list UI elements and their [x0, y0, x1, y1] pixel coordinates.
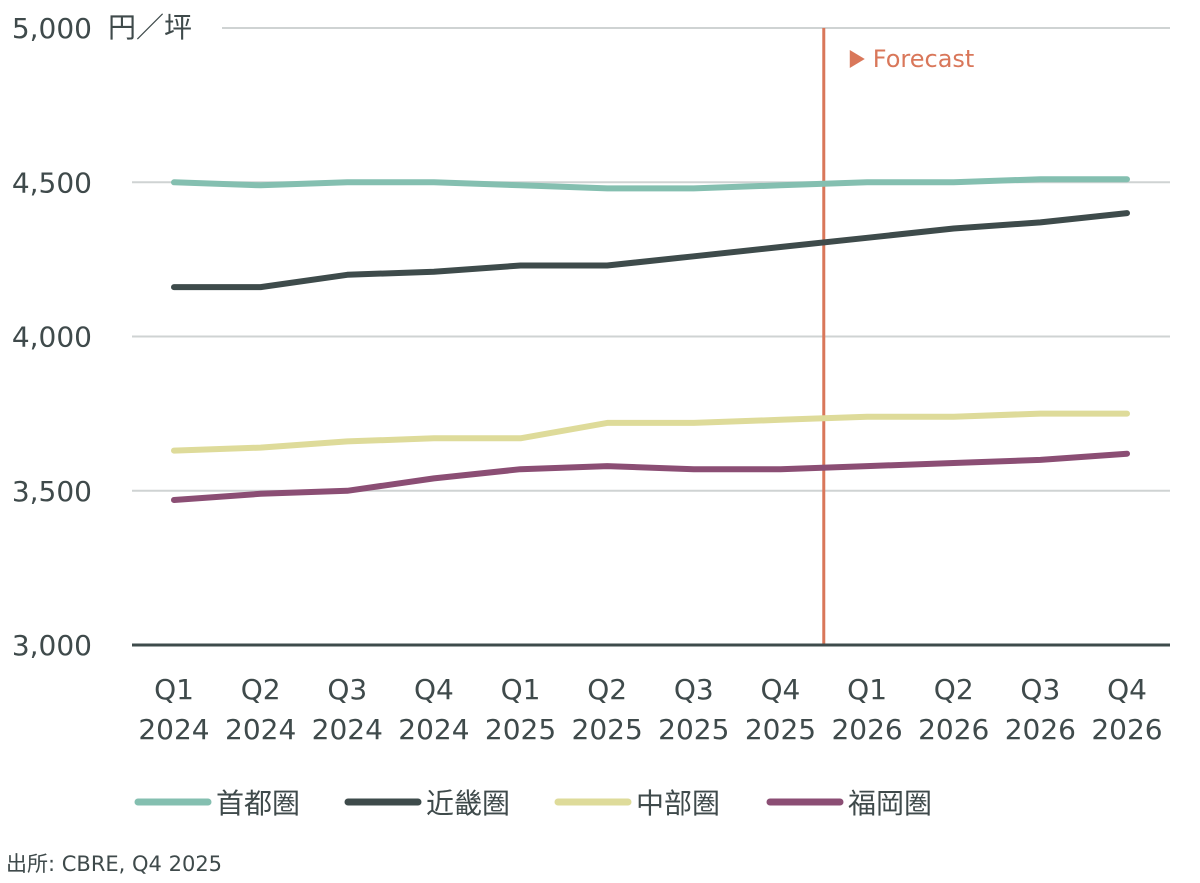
- legend-label: 近畿圏: [426, 787, 510, 820]
- x-tick-year: 2025: [485, 713, 556, 746]
- y-axis-ticks: 3,000 3,500 4,000 4,500 5,000: [12, 12, 92, 662]
- x-tick-year: 2026: [1005, 713, 1076, 746]
- x-tick-quarter: Q3: [674, 673, 714, 706]
- x-tick-year: 2024: [225, 713, 296, 746]
- x-tick-quarter: Q4: [1107, 673, 1147, 706]
- series-line-近畿圏: [171, 210, 1130, 291]
- legend-label: 首都圏: [216, 787, 300, 820]
- y-tick-label: 4,000: [12, 321, 92, 354]
- x-tick-year: 2024: [398, 713, 469, 746]
- source-note: 出所: CBRE, Q4 2025: [6, 852, 223, 876]
- x-tick-year: 2026: [1091, 713, 1162, 746]
- x-tick-year: 2025: [572, 713, 643, 746]
- y-axis-unit-label: 円／坪: [108, 11, 192, 44]
- x-tick-year: 2025: [745, 713, 816, 746]
- series-line-中部圏: [171, 410, 1130, 454]
- x-tick-quarter: Q3: [327, 673, 367, 706]
- forecast-label: Forecast: [873, 45, 975, 73]
- legend-label: 中部圏: [636, 787, 720, 820]
- x-tick-quarter: Q1: [847, 673, 887, 706]
- series-line-福岡圏: [171, 450, 1130, 503]
- x-tick-quarter: Q4: [761, 673, 801, 706]
- x-tick-year: 2024: [138, 713, 209, 746]
- x-tick-quarter: Q2: [934, 673, 974, 706]
- x-tick-quarter: Q1: [501, 673, 541, 706]
- y-tick-label: 5,000: [12, 12, 92, 45]
- x-tick-year: 2025: [658, 713, 729, 746]
- y-tick-label: 4,500: [12, 166, 92, 199]
- series-line-首都圏: [171, 176, 1130, 192]
- x-tick-quarter: Q1: [154, 673, 194, 706]
- forecast-label-group: Forecast: [849, 45, 975, 73]
- legend: 首都圏 近畿圏 中部圏 福岡圏: [134, 787, 932, 820]
- x-tick-quarter: Q3: [1020, 673, 1060, 706]
- y-tick-label: 3,500: [12, 475, 92, 508]
- x-axis-ticks: Q1 2024 Q2 2024 Q3 2024 Q4 2024 Q1 2025 Q2 2025 Q3 20…: [138, 673, 1162, 746]
- x-tick-quarter: Q2: [241, 673, 281, 706]
- x-tick-quarter: Q2: [587, 673, 627, 706]
- x-tick-year: 2026: [918, 713, 989, 746]
- legend-label: 福岡圏: [848, 787, 932, 820]
- x-tick-year: 2026: [831, 713, 902, 746]
- data-series: [171, 176, 1130, 503]
- x-tick-quarter: Q4: [414, 673, 454, 706]
- y-tick-label: 3,000: [12, 629, 92, 662]
- forecast-arrow-icon: [849, 50, 865, 68]
- x-tick-year: 2024: [312, 713, 383, 746]
